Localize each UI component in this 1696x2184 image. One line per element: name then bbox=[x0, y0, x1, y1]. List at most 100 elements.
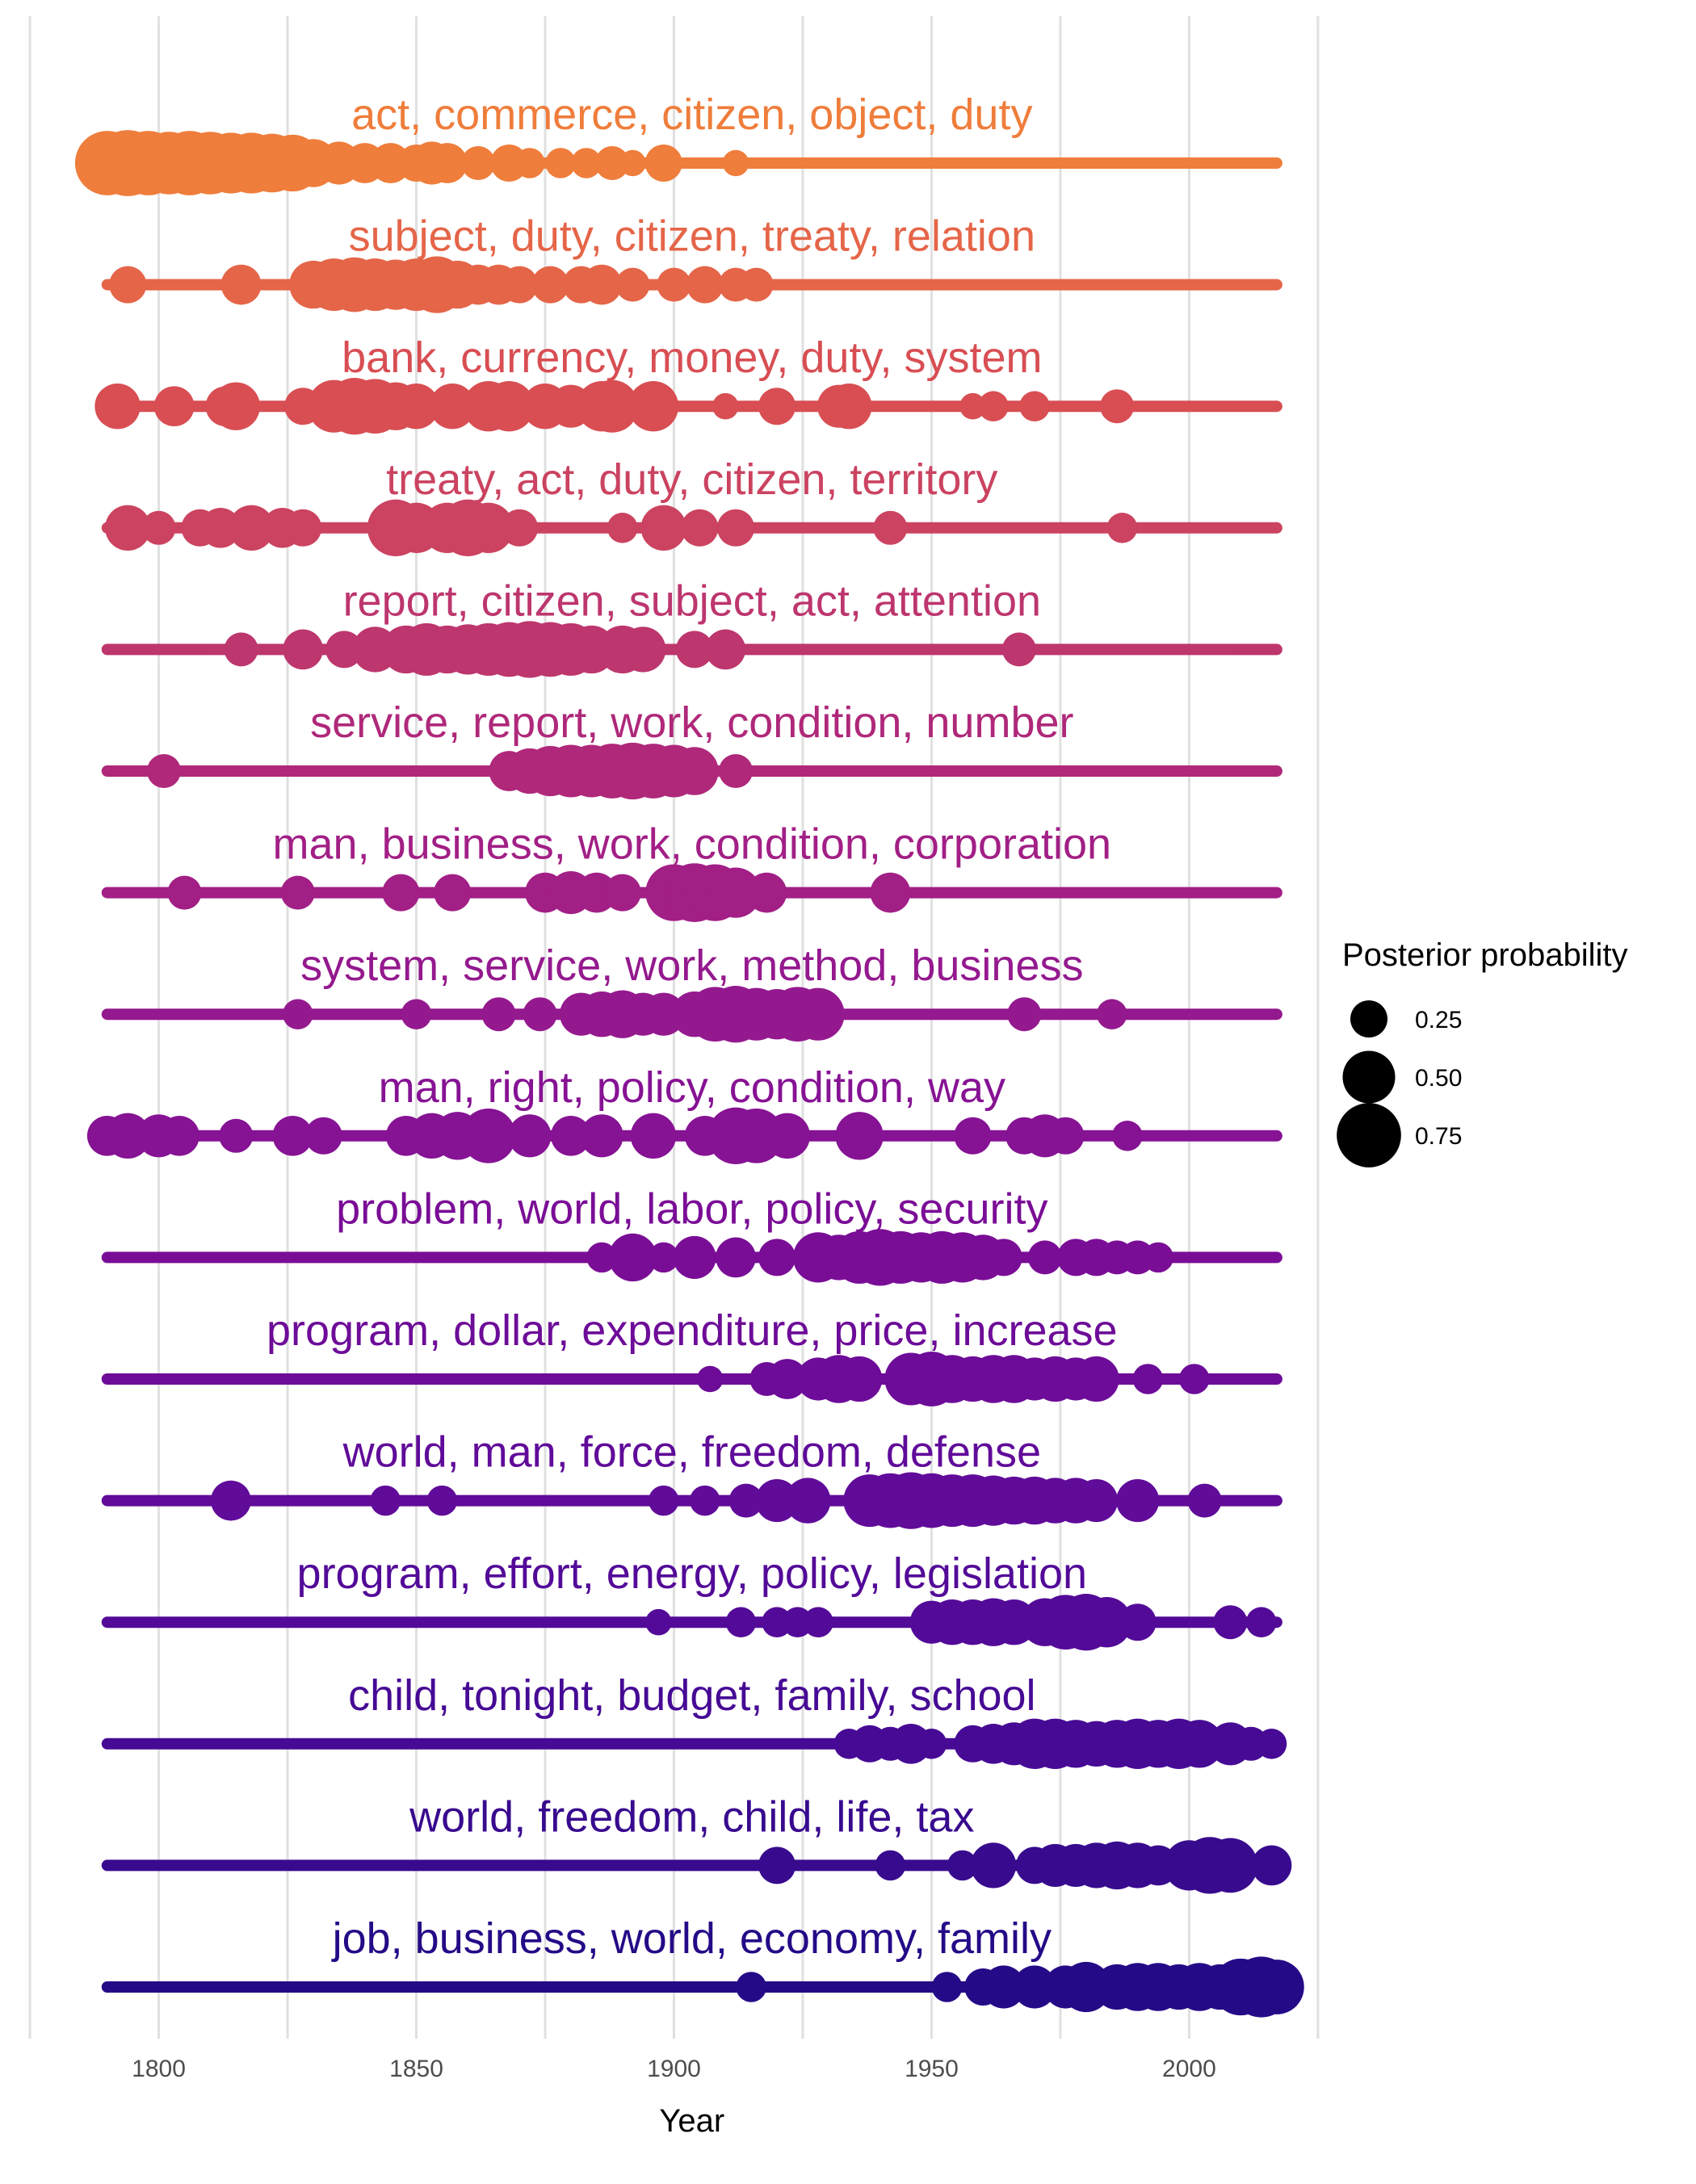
topic-point bbox=[460, 1108, 516, 1163]
topic-point bbox=[686, 266, 724, 304]
legend-key-circle bbox=[1342, 1050, 1396, 1104]
topic-point bbox=[1027, 1240, 1062, 1275]
topic-point bbox=[712, 392, 739, 420]
topic-point bbox=[1119, 1603, 1157, 1641]
topic-row: problem, world, labor, policy, security bbox=[101, 1184, 1282, 1286]
topic-row: man, business, work, condition, corporat… bbox=[101, 820, 1282, 922]
topic-point bbox=[1175, 1720, 1224, 1768]
topic-point bbox=[615, 267, 650, 302]
topic-point bbox=[608, 1233, 657, 1282]
topic-point bbox=[970, 1842, 1017, 1888]
topic-point bbox=[719, 754, 754, 788]
topic-point bbox=[523, 997, 557, 1032]
topic-point bbox=[722, 149, 749, 177]
topic-point bbox=[1213, 1605, 1248, 1640]
topic-point bbox=[603, 874, 641, 912]
topic-point bbox=[916, 1729, 947, 1759]
topic-point bbox=[764, 1113, 811, 1159]
topic-point bbox=[109, 266, 147, 304]
topic-point bbox=[739, 267, 774, 302]
legend-title: Posterior probability bbox=[1342, 937, 1628, 973]
topic-point bbox=[1203, 1838, 1258, 1893]
topic-point bbox=[1019, 391, 1050, 421]
x-axis: 1800 1850 1900 1950 2000 Year bbox=[132, 2056, 1216, 2139]
topic-point bbox=[873, 510, 908, 545]
topic-label: system, service, work, method, business bbox=[300, 941, 1083, 990]
topic-label: program, dollar, expenditure, price, inc… bbox=[267, 1306, 1118, 1355]
topic-point bbox=[689, 1485, 720, 1516]
topic-point bbox=[791, 987, 845, 1041]
topic-point bbox=[870, 872, 911, 913]
topic-point bbox=[325, 631, 363, 669]
topic-point bbox=[1096, 999, 1127, 1029]
topic-point bbox=[167, 875, 202, 910]
topic-label: act, commerce, citizen, object, duty bbox=[351, 90, 1032, 139]
topic-point bbox=[620, 627, 666, 673]
topic-point bbox=[280, 875, 315, 910]
topic-point bbox=[501, 509, 539, 547]
topic-point bbox=[758, 388, 796, 425]
topic-point bbox=[481, 997, 516, 1032]
topic-point bbox=[1256, 1729, 1287, 1759]
topic-point bbox=[94, 384, 141, 430]
topic-point bbox=[141, 510, 176, 545]
topic-point bbox=[1143, 1242, 1173, 1273]
topic-point bbox=[484, 381, 535, 432]
topic-point bbox=[105, 1113, 151, 1159]
topic-point bbox=[229, 505, 275, 551]
topic-row: subject, duty, citizen, treaty, relation bbox=[101, 212, 1282, 313]
legend-key-label: 0.75 bbox=[1415, 1123, 1462, 1150]
topic-point bbox=[200, 507, 241, 548]
topic-point bbox=[1013, 1965, 1056, 2009]
topic-point bbox=[1047, 1117, 1085, 1155]
topic-row: child, tonight, budget, family, school bbox=[101, 1671, 1287, 1769]
topic-point bbox=[370, 1485, 401, 1516]
topic-point bbox=[1251, 1845, 1292, 1886]
topic-point bbox=[1001, 632, 1036, 667]
topic-point bbox=[705, 629, 746, 670]
topic-point bbox=[211, 1480, 251, 1521]
legend-key-circle bbox=[1337, 1103, 1401, 1167]
topic-label: man, right, policy, condition, way bbox=[379, 1063, 1005, 1112]
topic-point bbox=[581, 264, 623, 305]
topic-point bbox=[836, 1356, 883, 1402]
topic-row: world, freedom, child, life, tax bbox=[101, 1792, 1292, 1894]
topic-point bbox=[434, 874, 472, 912]
x-tick-label: 1900 bbox=[647, 2056, 701, 2082]
legend-key-circle bbox=[1350, 1000, 1387, 1038]
topic-point bbox=[954, 1117, 992, 1155]
topic-point bbox=[670, 747, 719, 795]
topic-point bbox=[642, 992, 686, 1036]
topic-point bbox=[1112, 1121, 1143, 1151]
topic-point bbox=[586, 379, 639, 433]
topic-point bbox=[283, 999, 313, 1029]
topic-point bbox=[463, 502, 514, 553]
topic-point bbox=[755, 1479, 799, 1523]
topic-point bbox=[531, 266, 569, 304]
legend-key-label: 0.50 bbox=[1415, 1065, 1462, 1092]
legend: Posterior probability 0.25 0.50 0.75 bbox=[1337, 937, 1628, 1167]
x-tick-label: 1850 bbox=[389, 2056, 443, 2082]
topic-point bbox=[648, 1485, 679, 1516]
topic-point bbox=[508, 1114, 552, 1158]
topic-row: report, citizen, subject, act, attention bbox=[101, 576, 1282, 678]
topic-point bbox=[931, 1972, 963, 2002]
topic-point bbox=[640, 505, 686, 551]
topic-point bbox=[710, 867, 762, 918]
topic-point bbox=[146, 754, 181, 788]
topic-point bbox=[370, 143, 411, 183]
topic-point bbox=[959, 392, 986, 420]
topic-point bbox=[696, 1365, 724, 1393]
topic-point bbox=[393, 384, 439, 430]
topic-point bbox=[1245, 1607, 1277, 1637]
topic-point bbox=[947, 1850, 978, 1881]
topic-point bbox=[736, 1972, 766, 2002]
topic-point bbox=[382, 874, 420, 912]
topic-point bbox=[1179, 1364, 1210, 1394]
topic-label: world, freedom, child, life, tax bbox=[409, 1792, 974, 1841]
topic-point bbox=[1100, 389, 1135, 424]
topic-point bbox=[645, 1608, 672, 1636]
topic-point bbox=[219, 1118, 254, 1153]
topic-point bbox=[607, 513, 638, 543]
